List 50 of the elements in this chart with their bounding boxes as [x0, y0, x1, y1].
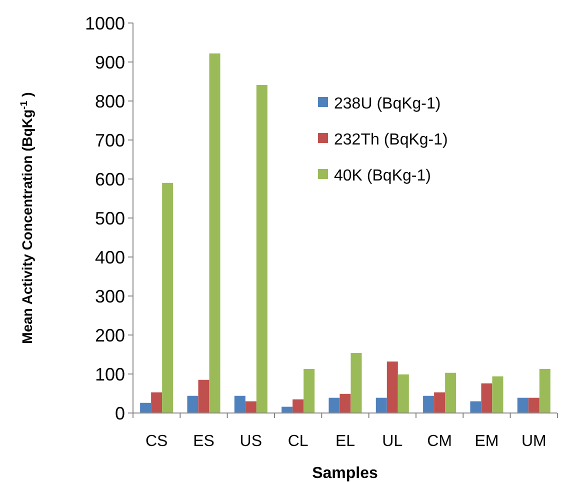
- x-tick-label: US: [240, 433, 262, 450]
- bar: [256, 85, 268, 413]
- bar: [198, 380, 210, 413]
- bar: [151, 392, 162, 413]
- y-tick-label: 100: [94, 364, 125, 384]
- bar: [209, 53, 220, 413]
- bar: [517, 398, 528, 413]
- x-tick-label: CM: [427, 433, 452, 450]
- y-tick-label: 1000: [84, 13, 125, 34]
- bar: [292, 399, 304, 413]
- bar: [481, 383, 492, 413]
- y-tick-label: 500: [94, 208, 125, 228]
- legend-label: 232Th (BqKg-1): [334, 132, 448, 149]
- bar: [376, 398, 387, 413]
- y-tick-label: 200: [94, 325, 125, 346]
- bar: [245, 401, 256, 413]
- x-tick-label: CL: [288, 433, 308, 450]
- bar: [423, 396, 434, 413]
- y-tick-label: 700: [94, 130, 125, 150]
- y-tick-label: 600: [94, 169, 125, 190]
- bar: [528, 398, 540, 413]
- bar: [445, 372, 456, 413]
- x-tick-label: EM: [474, 433, 499, 450]
- bar: [304, 368, 315, 413]
- bar: [234, 396, 246, 413]
- x-tick-label: EL: [335, 433, 356, 450]
- bar: [492, 376, 504, 413]
- bar: [162, 182, 174, 413]
- bar: [140, 402, 152, 413]
- bar: [187, 396, 198, 413]
- bar: [328, 398, 340, 413]
- bar: [386, 362, 398, 413]
- x-tick-label: ES: [193, 433, 214, 450]
- y-tick-label: 900: [94, 52, 125, 72]
- bar: [350, 352, 362, 413]
- y-tick-label: 800: [94, 91, 125, 112]
- x-tick-label: UL: [382, 433, 403, 450]
- bar: [434, 392, 446, 413]
- x-tick-label: UM: [521, 433, 546, 450]
- y-tick-label: 0: [114, 403, 125, 424]
- bar: [398, 374, 409, 413]
- bar: [340, 394, 351, 413]
- legend-label: 40K (BqKg-1): [334, 168, 431, 185]
- legend-label: 238U (BqKg-1): [334, 96, 441, 113]
- bar: [470, 401, 482, 413]
- y-tick-label: 300: [94, 286, 125, 306]
- x-tick-label: CS: [145, 433, 168, 450]
- x-axis-title: Samples: [312, 465, 378, 482]
- y-tick-label: 400: [94, 247, 125, 268]
- bar: [539, 368, 550, 413]
